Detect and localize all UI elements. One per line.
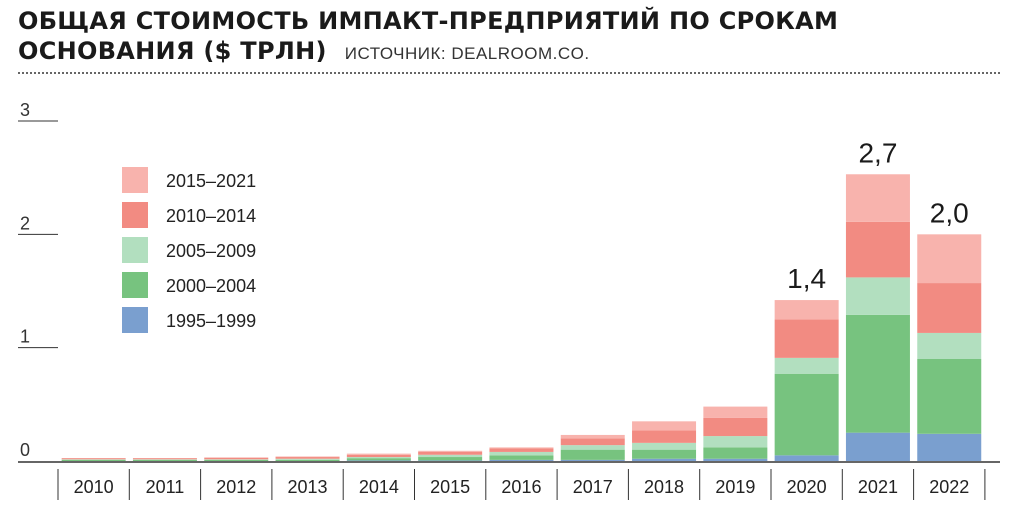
legend-label: 1995–1999 (166, 311, 256, 331)
bar-segment (845, 314, 910, 433)
x-tick-label: 2014 (359, 477, 399, 497)
bar-segment (418, 460, 483, 461)
y-tick-label: 1 (20, 327, 30, 347)
bar-segment (703, 458, 768, 461)
bar-segment (346, 460, 411, 461)
bar-segment (204, 457, 269, 460)
bar-segment (489, 447, 554, 449)
bar-segment (346, 453, 411, 455)
legend-swatch (122, 272, 148, 298)
bar-segment (489, 459, 554, 461)
bar-segment (418, 451, 483, 455)
bar-segment (845, 432, 910, 461)
bar-segment (703, 447, 768, 459)
bar-segment (845, 277, 910, 315)
bar-segment (489, 455, 554, 460)
y-tick-label: 3 (20, 100, 30, 120)
bar-segment (845, 174, 910, 222)
legend-swatch (122, 167, 148, 193)
bar-segment (774, 455, 839, 461)
bar-segment (560, 445, 625, 450)
bar-segment (632, 442, 697, 450)
bar-segment (61, 459, 126, 461)
y-tick-label: 2 (20, 213, 30, 233)
bar-segment (204, 459, 269, 460)
bar-segment (275, 459, 340, 461)
x-tick-label: 2019 (715, 477, 755, 497)
bar-segment (418, 457, 483, 461)
x-tick-label: 2018 (644, 477, 684, 497)
bar-segment (560, 449, 625, 460)
chart-source: ИСТОЧНИК: DEALROOM.CO. (344, 44, 590, 63)
x-tick-label: 2015 (430, 477, 470, 497)
bar-total-label: 1,4 (787, 263, 826, 294)
bar-segment (346, 457, 411, 459)
bar-segment (703, 417, 768, 437)
bar-segment (560, 434, 625, 439)
bar-segment (61, 459, 126, 460)
legend-swatch (122, 307, 148, 333)
bar-segment (703, 436, 768, 448)
bar-segment (917, 332, 982, 359)
bar-segment (917, 359, 982, 434)
x-tick-label: 2016 (501, 477, 541, 497)
x-tick-label: 2020 (787, 477, 827, 497)
chart-title-line2: ОСНОВАНИЯ ($ ТРЛН) (18, 37, 327, 65)
bar-segment (489, 451, 554, 456)
chart-title-line1: ОБЩАЯ СТОИМОСТЬ ИМПАКТ-ПРЕДПРИЯТИЙ ПО СР… (18, 7, 839, 35)
bar-segment (560, 459, 625, 461)
legend-swatch (122, 202, 148, 228)
x-tick-label: 2022 (929, 477, 969, 497)
bar-segment (132, 458, 197, 460)
legend-label: 2000–2004 (166, 276, 256, 296)
bar-segment (418, 454, 483, 458)
bar-segment (632, 430, 697, 443)
bar-segment (346, 454, 411, 458)
bar-segment (275, 456, 340, 458)
bar-segment (774, 373, 839, 456)
legend-label: 2010–2014 (166, 206, 256, 226)
y-tick-label: 0 (20, 440, 30, 460)
chart-title: ОБЩАЯ СТОИМОСТЬ ИМПАКТ-ПРЕДПРИЯТИЙ ПО СР… (18, 6, 998, 69)
legend-swatch (122, 237, 148, 263)
bar-segment (132, 459, 197, 460)
bar-segment (489, 448, 554, 452)
dotted-divider (18, 72, 1000, 74)
x-tick-label: 2010 (74, 477, 114, 497)
bar-segment (61, 458, 126, 460)
bar-total-label: 2,0 (930, 197, 969, 228)
x-tick-label: 2013 (288, 477, 328, 497)
bar-segment (346, 458, 411, 461)
bar-segment (632, 449, 697, 459)
bar-segment (774, 319, 839, 358)
bar-segment (917, 283, 982, 333)
bar-segment (132, 459, 197, 461)
x-tick-label: 2017 (573, 477, 613, 497)
bar-segment (560, 438, 625, 446)
legend-label: 2015–2021 (166, 171, 256, 191)
bar-segment (774, 357, 839, 374)
bar-segment (845, 221, 910, 278)
bar-segment (632, 421, 697, 431)
bar-segment (275, 458, 340, 460)
x-tick-label: 2021 (858, 477, 898, 497)
bar-segment (917, 234, 982, 284)
bar-total-label: 2,7 (858, 137, 897, 168)
legend-label: 2005–2009 (166, 241, 256, 261)
bar-segment (703, 406, 768, 418)
bar-segment (204, 459, 269, 461)
bar-segment (774, 300, 839, 320)
bar-segment (275, 457, 340, 459)
bar-segment (418, 450, 483, 452)
x-tick-label: 2012 (216, 477, 256, 497)
x-tick-label: 2011 (146, 477, 185, 497)
bar-segment (917, 433, 982, 461)
bar-segment (632, 458, 697, 461)
